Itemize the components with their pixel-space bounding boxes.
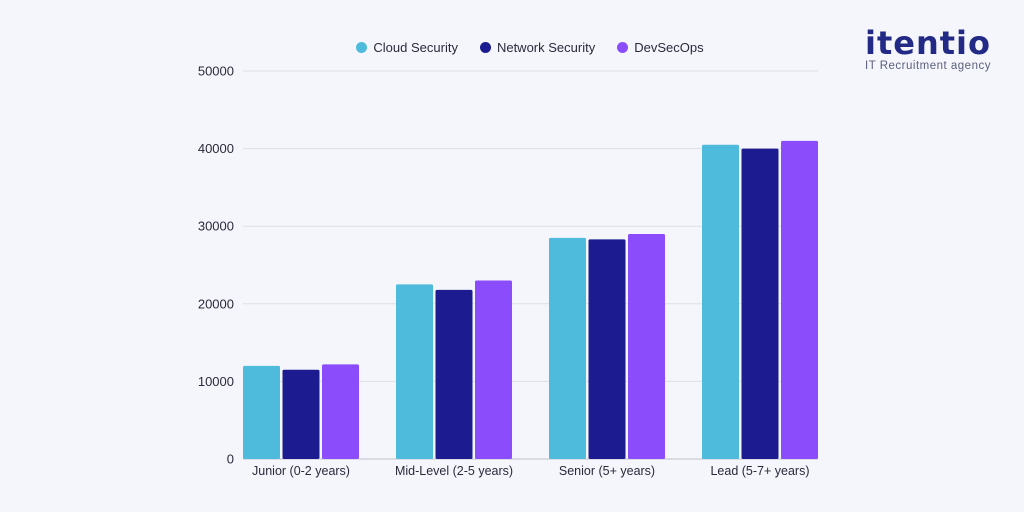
logo-tagline: IT Recruitment agency <box>865 60 991 72</box>
bar-devsecops-0[interactable] <box>322 364 359 459</box>
bar-network-security-2[interactable] <box>588 239 626 459</box>
x-category-label: Junior (0-2 years) <box>252 464 350 478</box>
bar-network-security-1[interactable] <box>435 289 473 459</box>
legend-label: Cloud Security <box>373 40 458 55</box>
bars <box>243 140 818 459</box>
legend-swatch-devsecops <box>617 42 629 53</box>
y-tick-label: 50000 <box>198 64 234 79</box>
legend-label: DevSecOps <box>634 40 704 55</box>
y-tick-label: 10000 <box>198 374 234 389</box>
legend-item-cloud-security[interactable]: Cloud Security <box>356 40 458 55</box>
bar-cloud-security-1[interactable] <box>396 284 433 459</box>
legend-swatch-cloud-security <box>356 42 368 53</box>
logo-wordmark: itentio <box>865 24 991 62</box>
bar-devsecops-3[interactable] <box>781 140 818 459</box>
bar-network-security-0[interactable] <box>282 369 320 459</box>
x-category-label: Senior (5+ years) <box>559 464 655 478</box>
y-axis-ticks: 0 10000 20000 30000 40000 50000 <box>198 64 234 467</box>
legend: Cloud Security Network Security DevSecOp… <box>0 40 1024 55</box>
y-tick-label: 0 <box>227 452 234 467</box>
y-tick-label: 40000 <box>198 141 234 156</box>
bar-cloud-security-2[interactable] <box>549 237 586 459</box>
brand-logo[interactable]: itentio IT Recruitment agency <box>865 26 991 72</box>
legend-swatch-network-security <box>479 42 491 53</box>
x-category-label: Lead (5-7+ years) <box>710 464 809 478</box>
bar-devsecops-2[interactable] <box>628 233 665 459</box>
x-axis-labels: Junior (0-2 years) Mid-Level (2-5 years) S… <box>252 464 809 478</box>
y-tick-label: 30000 <box>198 219 234 234</box>
x-category-label: Mid-Level (2-5 years) <box>395 464 513 478</box>
bar-cloud-security-3[interactable] <box>702 144 739 459</box>
bar-devsecops-1[interactable] <box>475 280 512 459</box>
legend-item-devsecops[interactable]: DevSecOps <box>617 40 704 55</box>
y-tick-label: 20000 <box>198 296 234 311</box>
bar-cloud-security-0[interactable] <box>243 365 280 459</box>
legend-item-network-security[interactable]: Network Security <box>479 40 596 55</box>
legend-label: Network Security <box>496 40 596 55</box>
bar-network-security-3[interactable] <box>741 148 779 459</box>
